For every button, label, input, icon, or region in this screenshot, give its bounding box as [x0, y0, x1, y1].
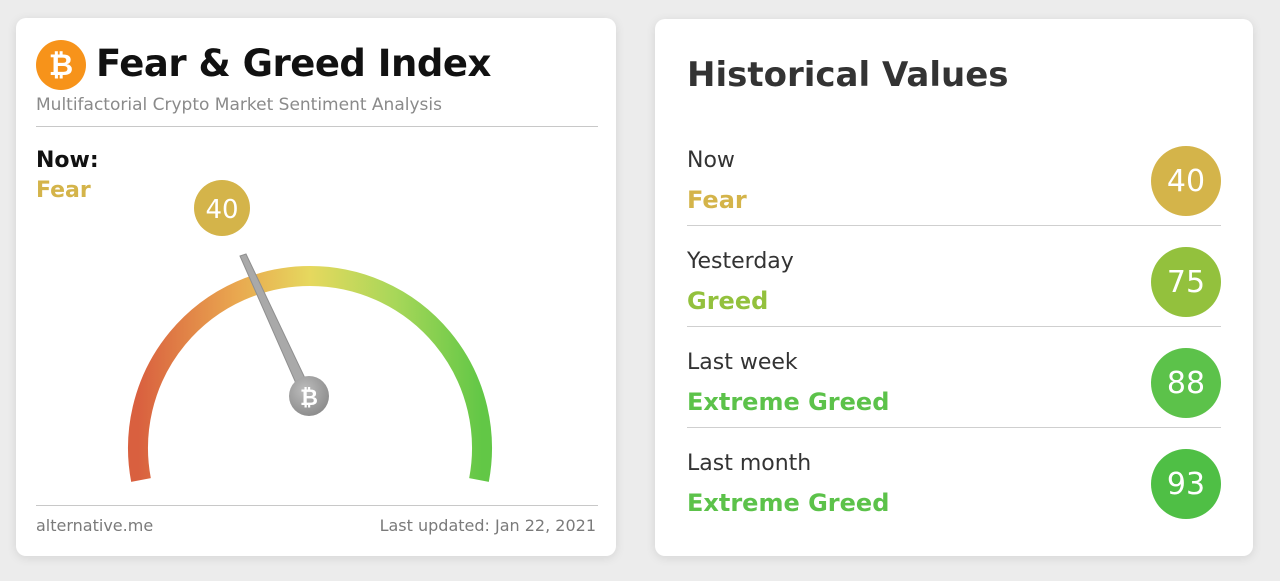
gauge-hub-bitcoin-icon: ₿: [300, 386, 318, 411]
history-label: Last month: [687, 451, 812, 476]
history-value-badge: 88: [1151, 348, 1221, 418]
history-value-badge: 40: [1151, 146, 1221, 216]
history-row-yesterday: Yesterday Greed 75: [687, 227, 1221, 327]
history-row-last-week: Last week Extreme Greed 88: [687, 328, 1221, 428]
history-label: Now: [687, 148, 735, 173]
source-link[interactable]: alternative.me: [36, 516, 154, 535]
history-row-now: Now Fear 40: [687, 126, 1221, 226]
card-title: Fear & Greed Index: [96, 42, 491, 85]
history-status: Extreme Greed: [687, 489, 890, 517]
historical-title: Historical Values: [687, 55, 1009, 95]
history-value-badge: 93: [1151, 449, 1221, 519]
fear-greed-index-card: ₿ Fear & Greed Index Multifactorial Cryp…: [16, 18, 616, 556]
now-label: Now:: [36, 148, 99, 173]
gauge-arc: [128, 266, 492, 482]
bitcoin-logo-icon: ₿: [36, 40, 86, 90]
historical-values-card: Historical Values Now Fear 40 Yesterday …: [655, 19, 1253, 556]
value-badge: [194, 180, 250, 236]
history-status: Extreme Greed: [687, 388, 890, 416]
card-subtitle: Multifactorial Crypto Market Sentiment A…: [36, 95, 442, 115]
svg-text:₿: ₿: [49, 48, 73, 83]
history-status: Greed: [687, 287, 769, 315]
history-value-badge: 75: [1151, 247, 1221, 317]
sentiment-gauge: ₿ 40: [128, 180, 492, 482]
row-divider: [687, 225, 1221, 226]
history-label: Last week: [687, 350, 798, 375]
last-updated: Last updated: Jan 22, 2021: [379, 516, 596, 535]
history-status: Fear: [687, 186, 747, 214]
footer-divider: [36, 505, 598, 506]
history-label: Yesterday: [687, 249, 794, 274]
value-badge-text: 40: [205, 195, 238, 225]
row-divider: [687, 326, 1221, 327]
divider: [36, 126, 598, 127]
now-status: Fear: [36, 178, 91, 203]
gauge-hub: [289, 376, 329, 416]
row-divider: [687, 427, 1221, 428]
history-row-last-month: Last month Extreme Greed 93: [687, 429, 1221, 529]
